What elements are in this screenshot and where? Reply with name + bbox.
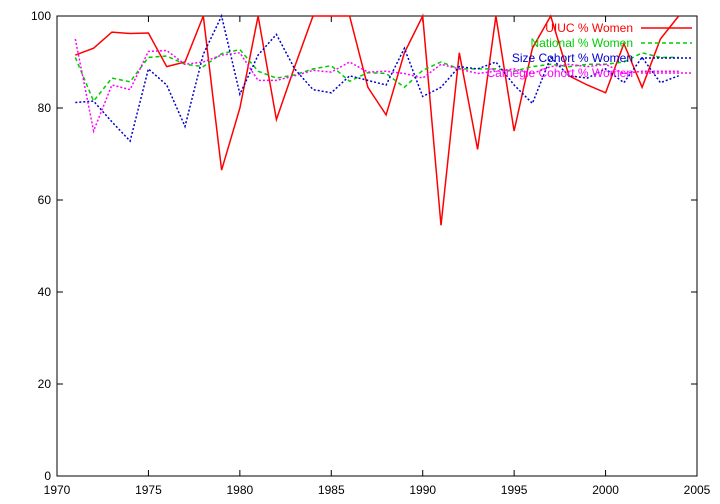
x-tick-label: 1970 xyxy=(44,483,71,497)
series-line-carnegie-cohort-women xyxy=(74,38,679,134)
series-line-uiuc-women xyxy=(75,13,680,226)
y-tick-label: 20 xyxy=(38,377,52,391)
x-tick-label: 2005 xyxy=(684,483,711,497)
legend-label: Carnegie Cohort % Women xyxy=(486,66,633,80)
x-tick-label: 1985 xyxy=(318,483,345,497)
series-line-national-women xyxy=(74,48,679,103)
legend-label: National % Women xyxy=(531,36,634,50)
legend-label: UIUC % Women xyxy=(545,21,633,35)
y-tick-label: 40 xyxy=(38,285,52,299)
axis-ticks: 1970 1975 1980 1985 1990 1995 2000 2005 0 20 40 60 8… xyxy=(31,9,711,497)
plot-frame xyxy=(56,15,698,477)
y-tick-label: 0 xyxy=(44,469,51,483)
y-tick-label: 60 xyxy=(38,193,52,207)
series-lines xyxy=(74,13,680,226)
x-tick-label: 1995 xyxy=(501,483,528,497)
y-tick-label: 80 xyxy=(38,101,52,115)
plot-border xyxy=(56,15,698,477)
x-tick-label: 1980 xyxy=(227,483,254,497)
y-tick-label: 100 xyxy=(31,9,51,23)
x-tick-label: 2000 xyxy=(592,483,619,497)
x-tick-label: 1990 xyxy=(409,483,436,497)
legend-label: Size Cohort % Women xyxy=(512,51,633,65)
x-tick-label: 1975 xyxy=(135,483,162,497)
